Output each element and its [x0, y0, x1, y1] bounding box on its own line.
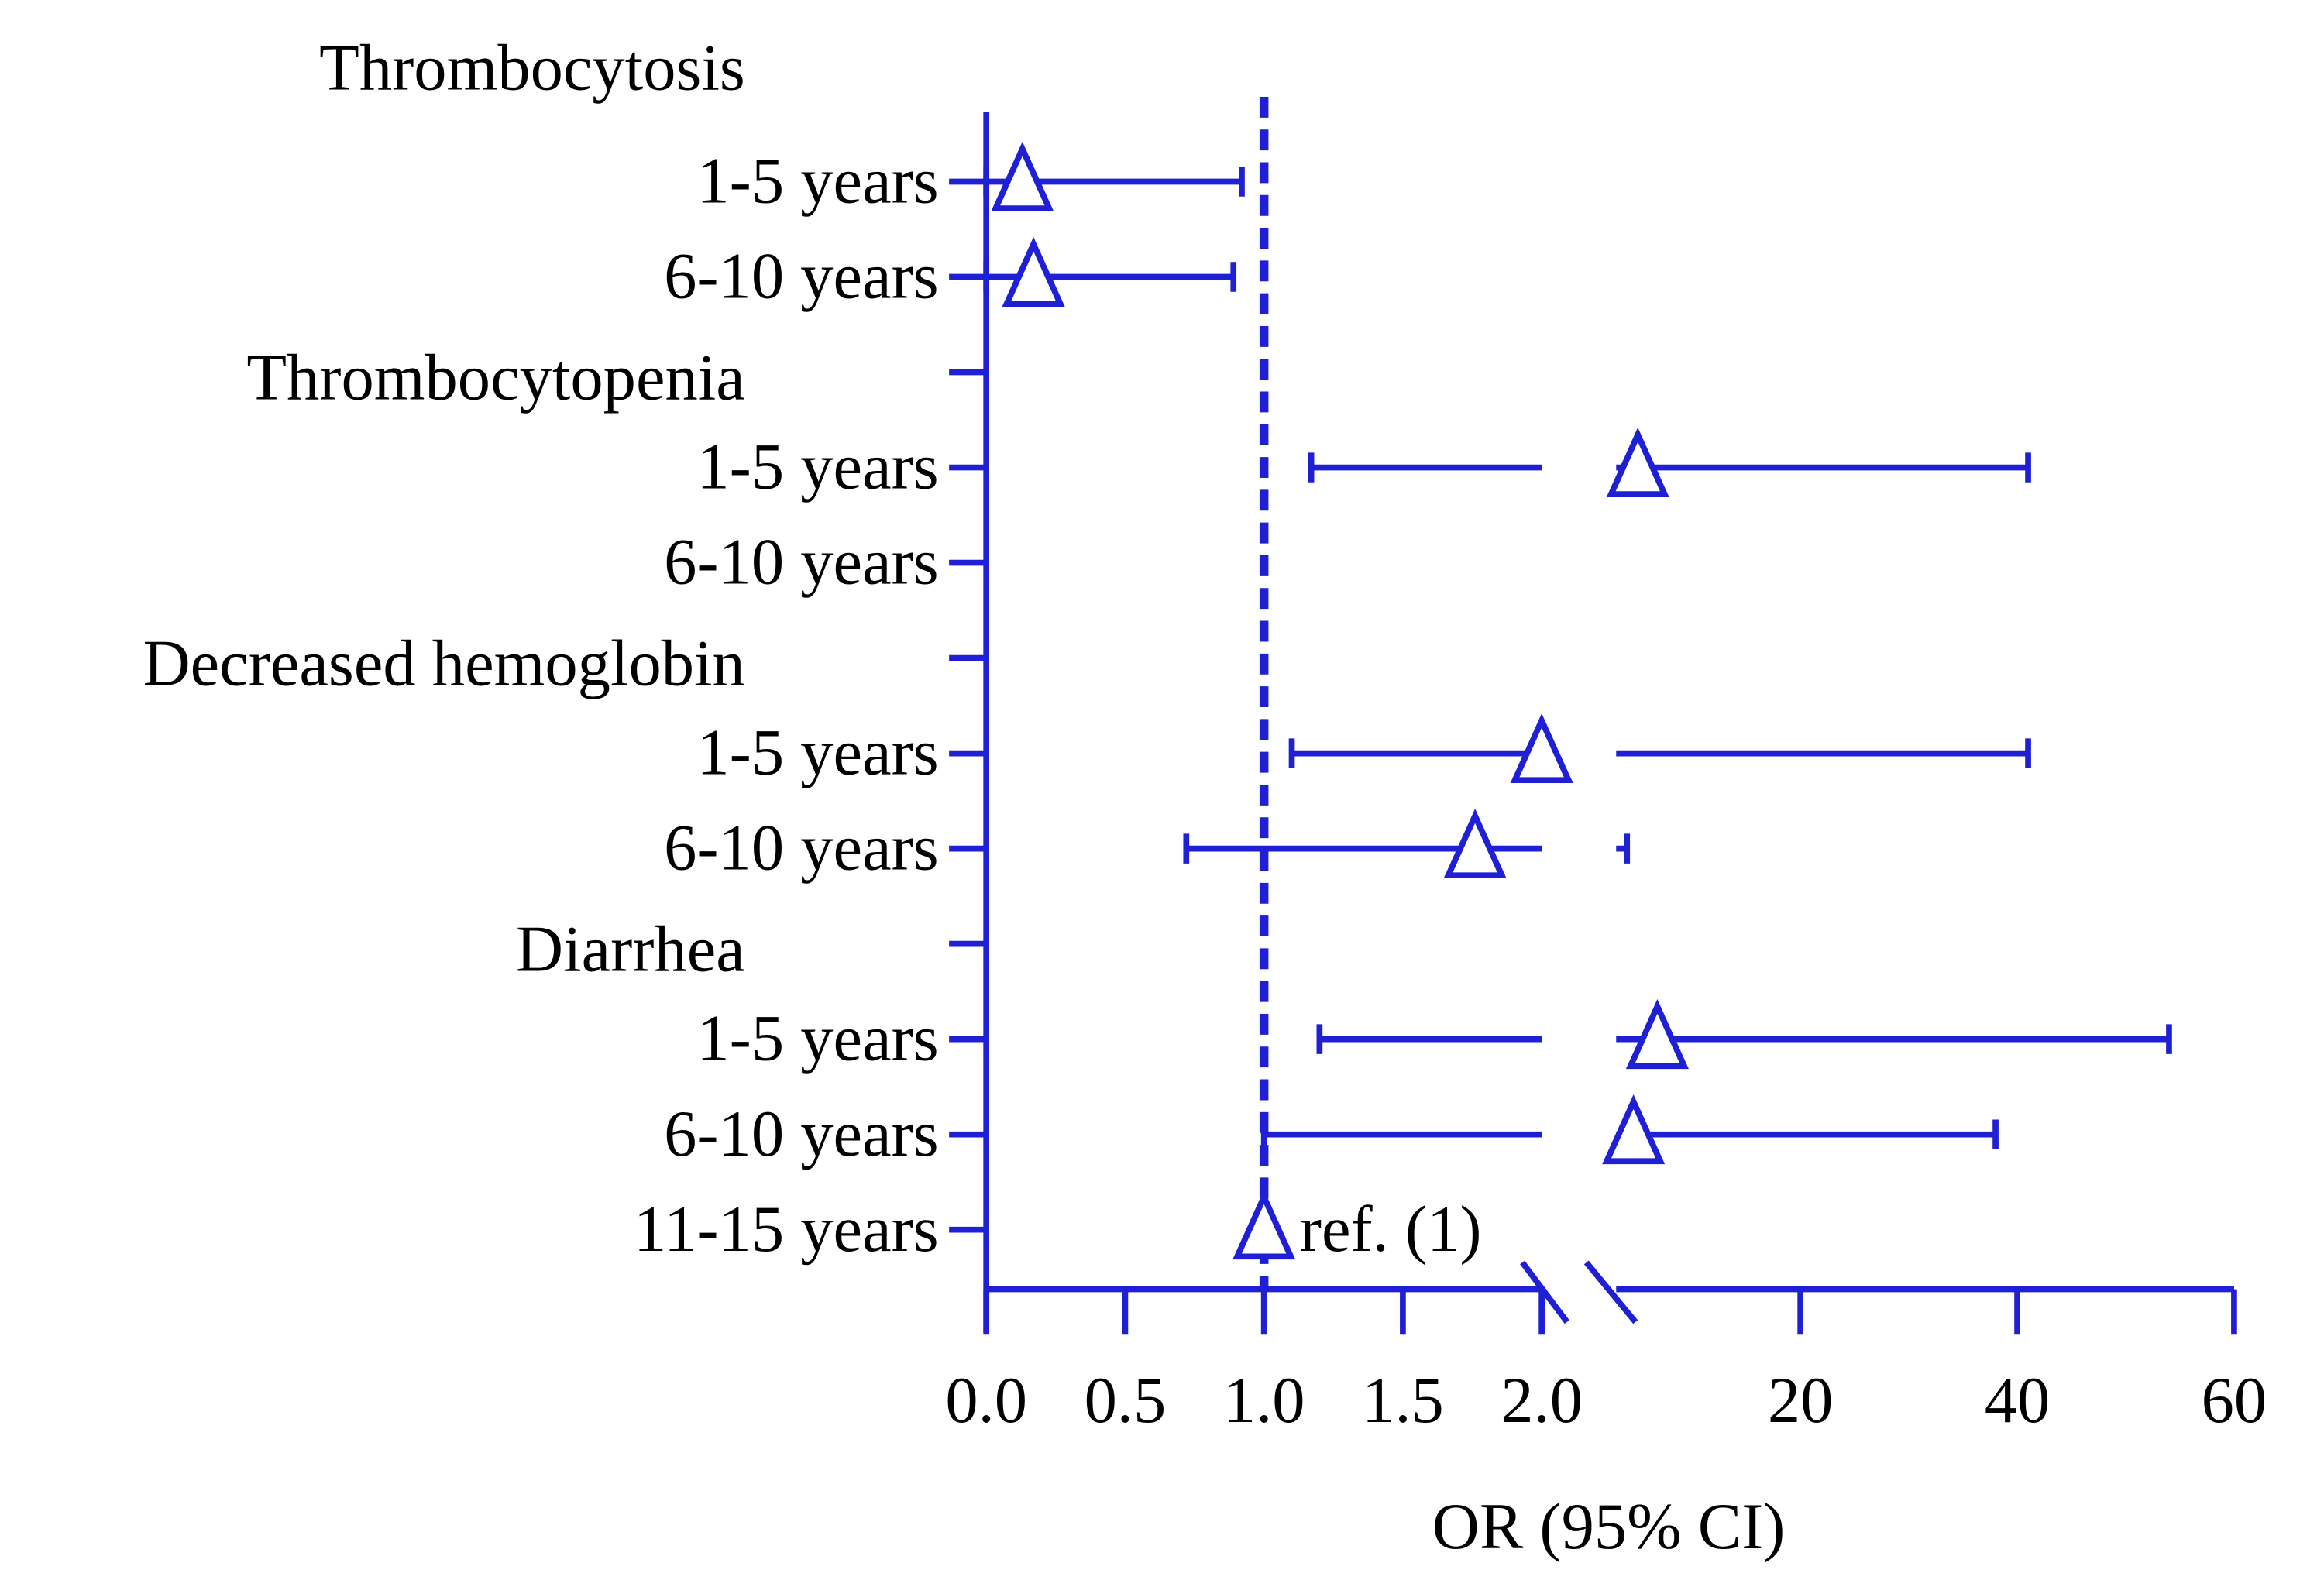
x-tick-label: 20: [1768, 1365, 1834, 1437]
x-tick-label: 0.0: [945, 1365, 1027, 1437]
row-label: 1-5 years: [696, 431, 938, 503]
row-label: 11-15 years: [634, 1194, 939, 1266]
annotation: ref. (1): [1300, 1194, 1482, 1266]
point-estimate: [1232, 1190, 1296, 1260]
row-label: 6-10 years: [664, 527, 939, 599]
point-estimate: [1625, 998, 1689, 1070]
x-tick-label: 2.0: [1501, 1365, 1583, 1437]
x-tick-label: 1.0: [1223, 1365, 1305, 1437]
x-tick-label: 60: [2202, 1365, 2267, 1437]
x-axis-title: OR (95% CI): [1432, 1491, 1786, 1563]
point-estimate: [1443, 808, 1507, 879]
point-estimate: [1002, 236, 1065, 307]
point-estimate: [1606, 427, 1669, 497]
point-estimate: [1602, 1094, 1666, 1165]
point-estimate: [991, 141, 1054, 211]
row-label: 6-10 years: [664, 241, 939, 313]
row-label: 1-5 years: [696, 717, 938, 789]
row-label: 1-5 years: [696, 146, 938, 218]
group-label: Decreased hemoglobin: [143, 627, 745, 699]
group-label: Thrombocytosis: [319, 33, 745, 105]
row-label: 1-5 years: [696, 1003, 938, 1075]
row-label: 6-10 years: [664, 812, 939, 885]
group-label: Diarrhea: [516, 913, 745, 985]
point-estimate: [1510, 713, 1573, 784]
group-label: Thrombocytopenia: [246, 342, 744, 414]
row-label: 6-10 years: [664, 1098, 939, 1170]
axis-break: [1583, 1260, 1638, 1324]
x-tick-label: 1.5: [1362, 1365, 1444, 1437]
x-tick-label: 0.5: [1085, 1365, 1167, 1437]
x-tick-label: 40: [1985, 1365, 2051, 1437]
